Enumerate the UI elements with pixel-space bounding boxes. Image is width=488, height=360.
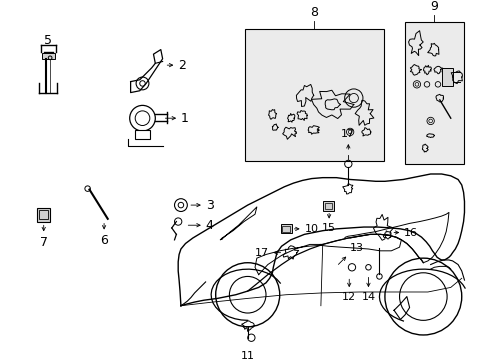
Bar — [244, 28, 383, 161]
Text: 11: 11 — [240, 351, 254, 360]
Bar — [37, 208, 50, 222]
Text: 6: 6 — [100, 234, 108, 247]
Text: 1: 1 — [181, 112, 188, 125]
Text: 15: 15 — [322, 224, 335, 233]
Text: 4: 4 — [205, 219, 213, 232]
Text: 12: 12 — [342, 292, 356, 302]
Bar — [441, 68, 452, 86]
Bar — [324, 203, 331, 209]
Bar — [322, 202, 333, 211]
Text: 16: 16 — [403, 228, 417, 238]
Bar — [280, 224, 291, 233]
Text: 17: 17 — [254, 248, 268, 258]
Text: 13: 13 — [349, 243, 364, 253]
Text: 3: 3 — [205, 199, 213, 212]
Text: 17: 17 — [341, 129, 355, 139]
Bar — [135, 130, 149, 139]
Bar — [404, 22, 464, 164]
Bar — [39, 210, 48, 219]
Text: 8: 8 — [310, 6, 318, 19]
Text: 10: 10 — [304, 224, 318, 234]
Text: 14: 14 — [361, 292, 375, 302]
Text: 5: 5 — [44, 34, 52, 47]
Text: 2: 2 — [178, 59, 185, 72]
Text: 7: 7 — [40, 236, 48, 249]
Bar — [42, 53, 55, 59]
Text: 9: 9 — [429, 0, 437, 13]
Bar — [282, 226, 289, 231]
